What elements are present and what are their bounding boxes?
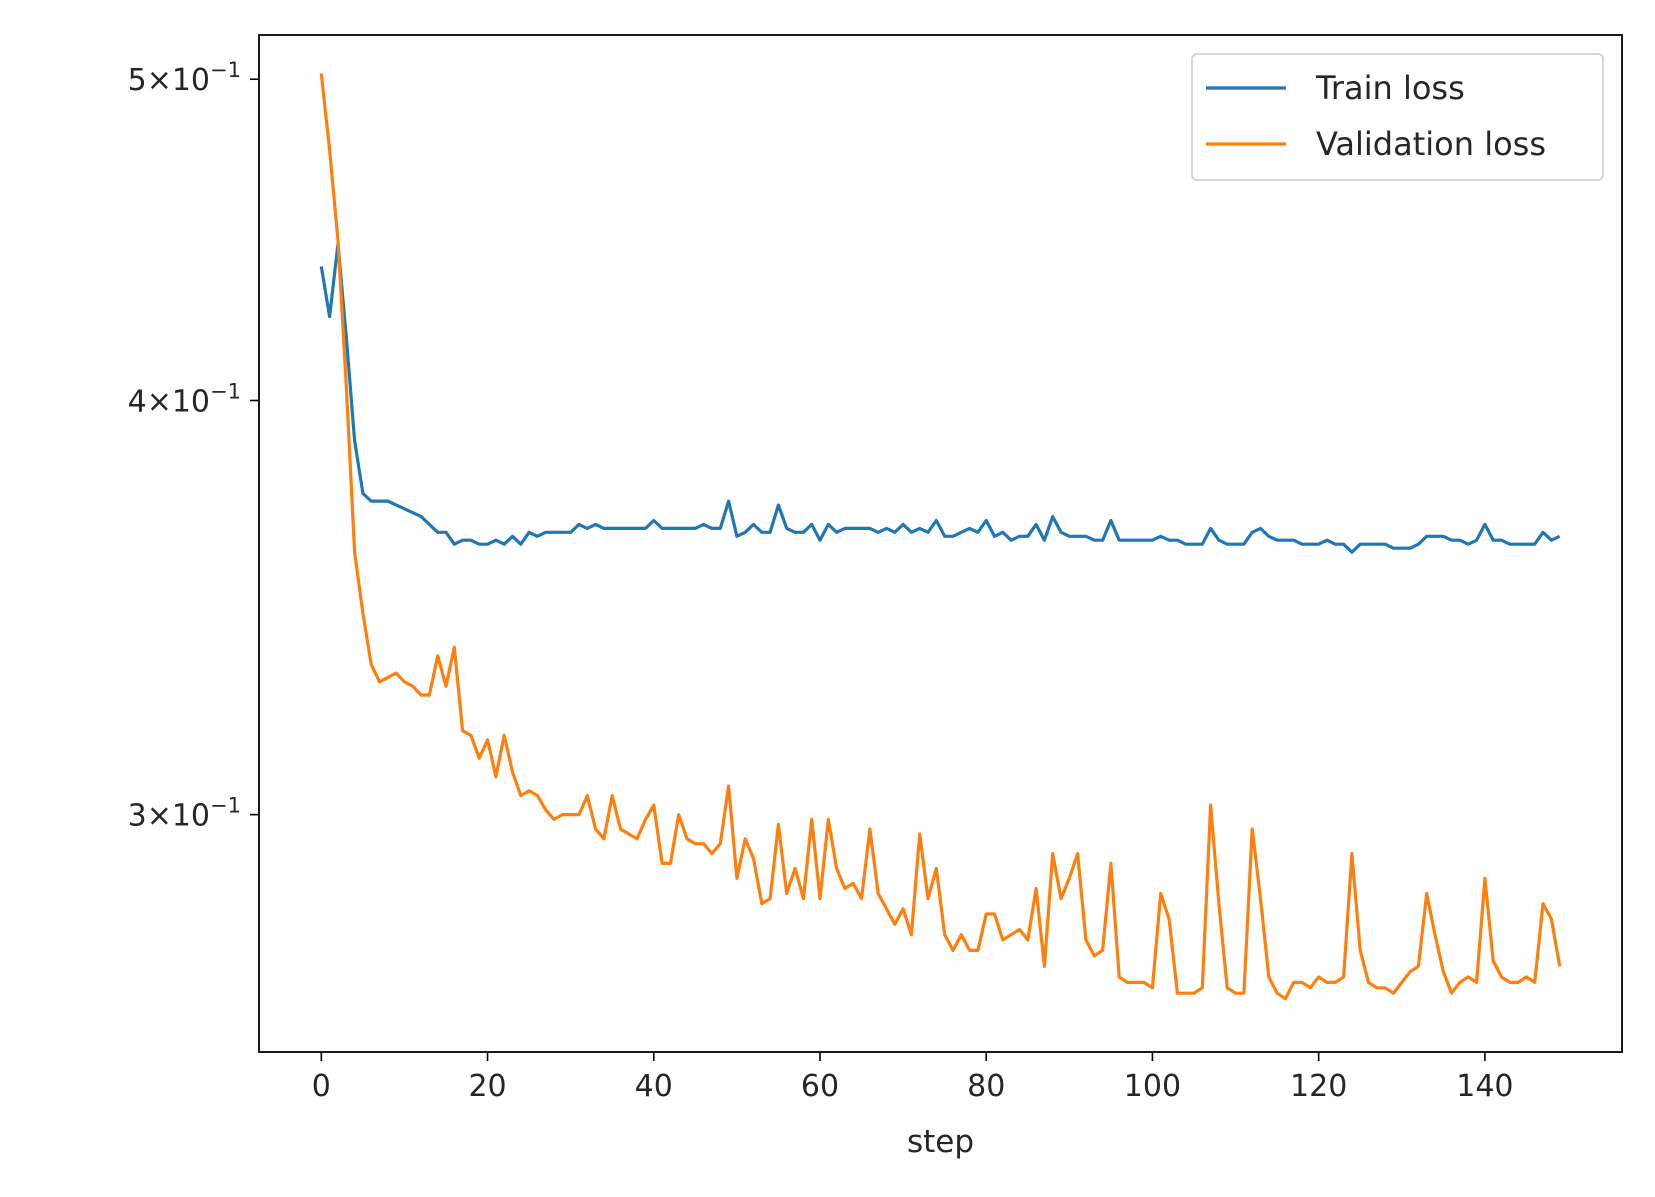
y-tick-label: 3×10−1 (128, 794, 241, 834)
x-tick-label: 80 (967, 1069, 1005, 1104)
x-tick-label: 140 (1456, 1069, 1513, 1104)
legend-box (1191, 53, 1604, 181)
y-axis: 5×10−1 4×10−1 3×10−1 (128, 58, 259, 834)
x-tick-label: 40 (635, 1069, 673, 1104)
legend-label: Train loss (1315, 69, 1465, 107)
y-tick-label: 4×10−1 (128, 379, 241, 419)
y-tick-label: 5×10−1 (128, 58, 241, 98)
x-tick-label: 120 (1290, 1069, 1347, 1104)
x-tick-label: 60 (801, 1069, 839, 1104)
x-tick-label: 100 (1124, 1069, 1181, 1104)
series-line-1 (319, 73, 1562, 1001)
x-axis: 0 20 40 60 80 100 120 140 (312, 1052, 1514, 1104)
legend: Train loss Validation loss (1191, 53, 1604, 181)
series-layer (319, 73, 1562, 1001)
legend-label: Validation loss (1316, 125, 1546, 163)
plot-frame (258, 34, 1623, 1053)
series-line-0 (319, 242, 1561, 554)
x-tick-label: 20 (468, 1069, 506, 1104)
x-axis-title: step (907, 1124, 974, 1160)
x-tick-label: 0 (312, 1069, 331, 1104)
